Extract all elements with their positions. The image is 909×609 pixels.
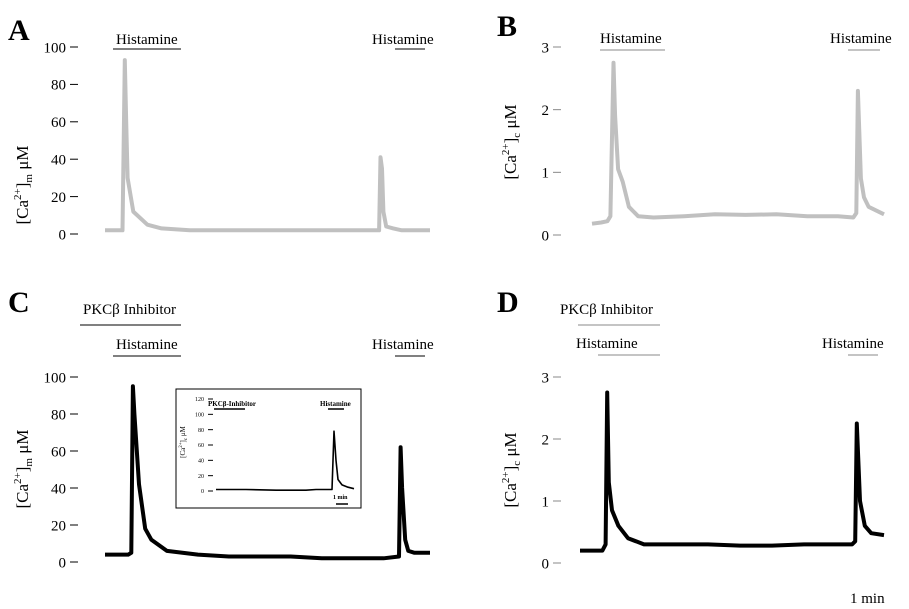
inset-y-label-main: [Ca — [179, 447, 187, 458]
calcium-trace — [591, 60, 885, 226]
inset-y-axis-label: [Ca2+]c μM — [179, 425, 189, 458]
y-tick-label: 100 — [44, 40, 67, 56]
y-label-sub: c — [511, 133, 523, 138]
y-label-unit: μM — [501, 104, 520, 128]
y-label-sup: 2+ — [12, 472, 24, 484]
y-tick-label: 60 — [51, 115, 66, 131]
y-tick-label: 3 — [542, 370, 550, 386]
y-axis-label: [Ca2+]c μM — [500, 432, 523, 507]
y-tick-label: 40 — [51, 481, 66, 497]
inset-treatment-label: Histamine — [320, 400, 351, 408]
panel-d: D PKCβ Inhibitor Histamine Histamine [Ca… — [497, 286, 885, 607]
y-tick-label: 0 — [59, 227, 67, 243]
treatment-label: Histamine — [576, 336, 638, 352]
inset-chart: PKCβ-Inhibitor Histamine [Ca2+]c μM 0 20 4… — [175, 388, 362, 509]
treatment-label: PKCβ Inhibitor — [83, 302, 176, 318]
calcium-trace — [580, 390, 885, 553]
panel-letter-d: D — [497, 286, 519, 319]
y-ticks: 0 1 2 3 — [542, 370, 561, 572]
y-label-unit: μM — [13, 430, 32, 454]
y-label-unit: μM — [501, 432, 520, 456]
y-tick-label: 1 — [542, 494, 550, 510]
inset-treatment-label: PKCβ-Inhibitor — [208, 400, 256, 408]
y-label-main: [Ca — [501, 483, 520, 508]
y-label-sub: m — [23, 174, 35, 183]
treatment-label: Histamine — [372, 337, 434, 353]
svg-text:[Ca2+]c μM: [Ca2+]c μM — [179, 425, 189, 458]
y-tick-label: 100 — [44, 370, 67, 386]
inset-scale-label: 1 min — [333, 495, 348, 501]
treatment-label: Histamine — [822, 336, 884, 352]
panel-letter-c: C — [8, 286, 30, 319]
treatment-label: Histamine — [116, 337, 178, 353]
svg-text:[Ca2+]m μM: [Ca2+]m μM — [12, 430, 35, 509]
inset-y-label-sup: 2+ — [179, 442, 184, 448]
y-tick-label: 40 — [51, 152, 66, 168]
y-axis-label: [Ca2+]m μM — [12, 430, 35, 509]
scale-bar-label: 1 min — [850, 591, 885, 607]
y-axis-label: [Ca2+]c μM — [500, 104, 523, 179]
treatment-label: Histamine — [372, 32, 434, 48]
y-tick-label: 100 — [195, 412, 204, 418]
y-tick-label: 60 — [198, 443, 204, 449]
y-tick-label: 0 — [542, 556, 550, 572]
panel-a: A Histamine Histamine [Ca2+]m μM 0 20 40 60… — [8, 14, 434, 243]
y-axis-label: [Ca2+]m μM — [12, 146, 35, 225]
y-tick-label: 120 — [195, 397, 204, 403]
panel-letter-a: A — [8, 14, 30, 47]
y-tick-label: 20 — [51, 518, 66, 534]
y-tick-label: 20 — [198, 474, 204, 480]
y-tick-label: 80 — [198, 428, 204, 434]
y-label-sub: m — [23, 458, 35, 467]
calcium-trace — [105, 384, 430, 561]
treatment-label: PKCβ Inhibitor — [560, 302, 653, 318]
y-tick-label: 0 — [201, 489, 204, 495]
treatment-label: Histamine — [116, 32, 178, 48]
y-tick-label: 0 — [542, 228, 550, 244]
treatment-label: Histamine — [600, 31, 662, 47]
y-tick-label: 80 — [51, 407, 66, 423]
y-tick-label: 2 — [542, 432, 550, 448]
svg-text:[Ca2+]c μM: [Ca2+]c μM — [500, 432, 523, 507]
y-tick-label: 0 — [59, 555, 67, 571]
inset-y-label-unit: μM — [179, 425, 187, 436]
panel-letter-b: B — [497, 10, 517, 43]
y-label-sup: 2+ — [500, 143, 512, 155]
y-label-sup: 2+ — [12, 188, 24, 200]
panel-b: B Histamine Histamine [Ca2+]c μM 0 1 2 3 — [497, 10, 892, 244]
y-label-sup: 2+ — [500, 471, 512, 483]
calcium-trace — [105, 58, 430, 233]
svg-text:[Ca2+]c μM: [Ca2+]c μM — [500, 104, 523, 179]
y-label-unit: μM — [13, 146, 32, 170]
svg-text:[Ca2+]m μM: [Ca2+]m μM — [12, 146, 35, 225]
y-label-sub: c — [511, 461, 523, 466]
y-tick-label: 60 — [51, 444, 66, 460]
inset-y-label-sub: c — [184, 437, 189, 440]
y-tick-label: 20 — [51, 190, 66, 206]
y-tick-label: 1 — [542, 166, 550, 182]
y-label-main: [Ca — [13, 199, 32, 224]
y-label-main: [Ca — [501, 155, 520, 180]
y-tick-label: 2 — [542, 103, 550, 119]
inset-y-ticks: 0 20 40 60 80 100 120 — [195, 397, 213, 495]
y-tick-label: 80 — [51, 78, 66, 94]
treatment-label: Histamine — [830, 31, 892, 47]
y-ticks: 0 20 40 60 80 100 — [44, 40, 78, 243]
y-label-main: [Ca — [13, 483, 32, 508]
y-ticks: 0 1 2 3 — [542, 40, 561, 244]
y-tick-label: 40 — [198, 458, 204, 464]
inset-calcium-trace — [216, 430, 355, 491]
panel-c: C PKCβ Inhibitor Histamine Histamine [Ca… — [8, 286, 434, 571]
y-ticks: 0 20 40 60 80 100 — [44, 370, 78, 571]
y-tick-label: 3 — [542, 40, 550, 56]
